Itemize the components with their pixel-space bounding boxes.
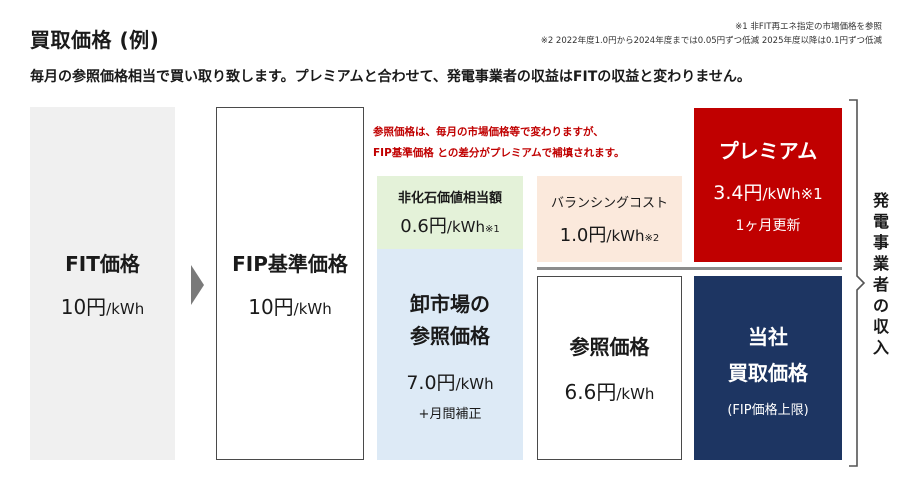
non-fossil-value-unit: /kWh [446,218,485,236]
page-title: 買取価格 (例) [30,28,160,52]
wholesale-reference-price-box: 卸市場の 参照価格 7.0円/kWh +月間補正 [377,249,523,460]
reference-price-label: 参照価格 [569,335,650,359]
premium-box: プレミアム 3.4円/kWh※1 1ヶ月更新 [694,108,842,262]
side-char-0: 発 [872,191,889,210]
balancing-cost-amount: 1.0円 [559,224,607,246]
fip-base-price-box: FIP基準価格 10円/kWh [216,107,364,460]
fip-price-cap-note: (FIP価格上限) [727,402,809,418]
balancing-cost-box: バランシングコスト 1.0円/kWh※2 [537,176,682,262]
reference-price-unit: /kWh [616,385,655,403]
monthly-adjustment-note: +月間補正 [418,406,482,422]
non-fossil-value-value: 0.6円/kWh※1 [400,212,499,238]
company-purchase-label-line-2: 買取価格 [728,360,808,385]
wholesale-reference-label-line-2: 参照価格 [410,323,490,348]
fit-price-value: 10円/kWh [61,291,145,320]
premium-explanation-line-1: 参照価格は、毎月の市場価格等で変わりますが、 [373,126,604,138]
fip-base-price-amount: 10円 [248,294,294,319]
side-char-4: 者 [872,275,889,294]
fip-base-price-unit: /kWh [293,299,332,318]
side-char-5: の [872,296,889,315]
premium-unit: /kWh [762,185,801,203]
wholesale-reference-price-value: 7.0円/kWh [406,368,493,395]
side-char-6: 収 [872,317,889,336]
wholesale-reference-price-amount: 7.0円 [406,371,456,394]
generator-revenue-label: 発 電 事 業 者 の 収 入 [867,190,895,358]
fit-price-label: FIT価格 [65,251,140,276]
reference-price-box: 参照価格 6.6円/kWh [537,276,682,460]
fip-base-price-label: FIP基準価格 [232,251,348,276]
premium-update-frequency: 1ヶ月更新 [735,218,801,234]
reference-price-amount: 6.6円 [564,380,617,404]
premium-explanation-note: 参照価格は、毎月の市場価格等で変わりますが、 FIP基準価格 との差分がプレミア… [373,122,625,164]
footnotes: ※1 非FIT再エネ指定の市場価格を参照 ※2 2022年度1.0円から2024… [541,20,882,48]
premium-note: ※1 [800,185,823,203]
fit-price-amount: 10円 [60,294,107,319]
company-purchase-label-line-1: 当社 [748,324,788,349]
footnote-1: ※1 非FIT再エネ指定の市場価格を参照 [735,22,882,32]
wholesale-reference-label-line-1: 卸市場の [410,291,490,316]
premium-amount: 3.4円 [713,182,763,204]
premium-label: プレミアム [718,139,818,163]
non-fossil-value-note: ※1 [484,224,500,235]
non-fossil-value-box: 非化石価値相当額 0.6円/kWh※1 [377,176,523,249]
divider-line [537,267,842,270]
fit-price-unit: /kWh [106,299,145,318]
company-purchase-price-box: 当社 買取価格 (FIP価格上限) [694,276,842,460]
balancing-cost-label: バランシングコスト [550,195,668,211]
right-brace-icon [849,99,866,467]
balancing-cost-note: ※2 [644,232,660,244]
balancing-cost-value: 1.0円/kWh※2 [560,221,659,247]
side-char-2: 事 [872,233,889,252]
non-fossil-value-label: 非化石価値相当額 [397,191,502,206]
footnote-2: ※2 2022年度1.0円から2024年度までは0.05円ずつ低減 2025年度… [540,36,882,46]
wholesale-reference-price-unit: /kWh [455,374,494,393]
side-char-1: 電 [872,212,889,231]
reference-price-value: 6.6円/kWh [565,376,655,405]
arrow-right-icon [191,265,204,305]
premium-explanation-line-2: FIP基準価格 との差分がプレミアムで補填されます。 [373,147,625,159]
side-char-7: 入 [872,338,889,357]
premium-value: 3.4円/kWh※1 [713,178,822,205]
side-char-3: 業 [872,254,889,273]
non-fossil-value-amount: 0.6円 [400,216,447,237]
subtitle: 毎月の参照価格相当で買い取り致します。プレミアムと合わせて、発電事業者の収益はF… [30,69,751,85]
fit-price-box: FIT価格 10円/kWh [30,107,175,460]
fip-base-price-value: 10円/kWh [248,291,332,320]
balancing-cost-unit: /kWh [606,226,645,245]
